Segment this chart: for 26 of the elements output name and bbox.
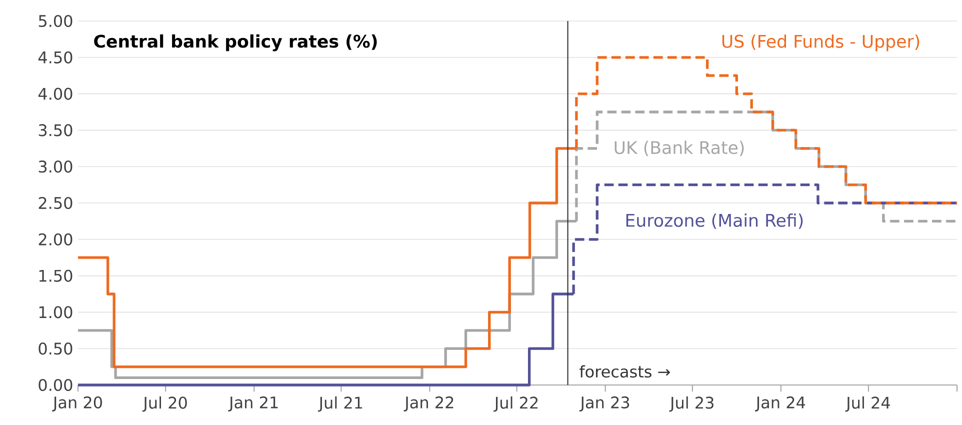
x-tick-label: Jul 24 bbox=[845, 396, 890, 412]
x-tick-label: Jul 22 bbox=[494, 396, 538, 412]
x-tick-label: Jan 21 bbox=[228, 396, 278, 412]
x-tick-label: Jan 24 bbox=[755, 396, 806, 412]
x-tick-label: Jan 22 bbox=[404, 396, 454, 412]
y-tick-label: 5.00 bbox=[38, 14, 72, 28]
y-tick-label: 1.50 bbox=[39, 270, 72, 282]
y-tick-label: 2.50 bbox=[38, 196, 72, 210]
x-tick-label: Jan 23 bbox=[579, 396, 630, 412]
series-label: Eurozone (Main Refi) bbox=[626, 213, 803, 229]
y-tick-label: 1.00 bbox=[39, 306, 72, 318]
y-tick-label: 2.00 bbox=[38, 233, 72, 246]
y-tick-label: 3.50 bbox=[38, 124, 72, 136]
y-tick-label: 0.00 bbox=[38, 378, 72, 392]
y-tick-label: 3.00 bbox=[38, 160, 72, 173]
x-tick-label: Jul 21 bbox=[318, 396, 362, 412]
x-tick-label: Jan 20 bbox=[52, 396, 102, 412]
y-tick-label: 4.50 bbox=[38, 51, 72, 64]
x-tick-label: Jul 20 bbox=[142, 396, 187, 412]
series-label: US (Fed Funds - Upper) bbox=[722, 34, 920, 52]
y-tick-label: 0.50 bbox=[38, 342, 72, 355]
x-tick-label: Jul 23 bbox=[669, 396, 714, 412]
series-label: UK (Bank Rate) bbox=[614, 140, 744, 156]
text: Central bank policy rates (%) bbox=[94, 34, 377, 52]
ref-line-label: forecasts → bbox=[580, 365, 670, 378]
y-tick-label: 4.00 bbox=[38, 88, 72, 100]
